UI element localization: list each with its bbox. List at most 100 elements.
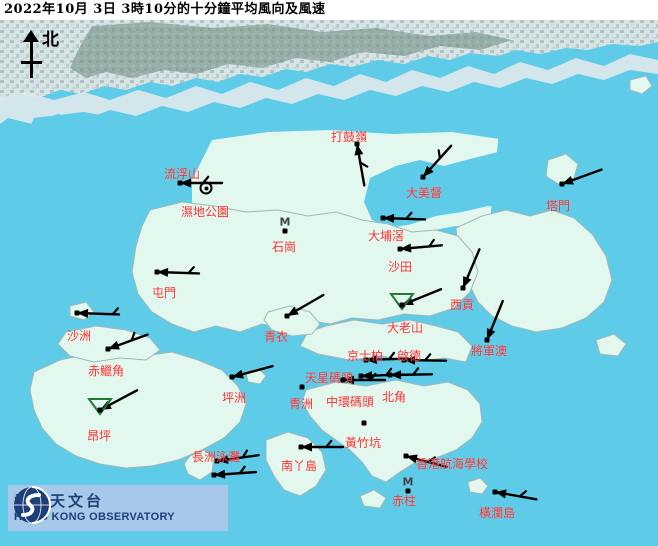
station-label: 流浮山 — [163, 167, 201, 181]
station-marker-calm[interactable] — [199, 181, 213, 195]
station-label: 橫瀾島 — [478, 506, 516, 520]
station-marker-missing[interactable]: M — [402, 475, 414, 489]
wind-barb-layer — [75, 142, 603, 501]
station-marker-missing[interactable]: M — [279, 215, 291, 229]
mainland-hills — [70, 22, 512, 78]
station-marker-dot[interactable] — [559, 181, 565, 187]
station-label: 昂坪 — [86, 429, 112, 443]
station-marker-dot[interactable] — [177, 180, 183, 186]
station-marker-dot[interactable] — [492, 489, 498, 495]
wind-barb — [560, 168, 603, 186]
islet-sha-chau — [69, 301, 95, 321]
station-label: 香港航海學校 — [415, 457, 489, 471]
station-label: 黃竹坑 — [344, 436, 382, 450]
station-marker-dot[interactable] — [420, 174, 426, 180]
wind-barb — [230, 364, 274, 379]
wind-barb — [299, 439, 345, 452]
deep-bay-water — [20, 112, 258, 212]
station-marker-dot[interactable] — [340, 377, 346, 383]
wind-barb — [341, 372, 387, 385]
station-label: 北角 — [381, 390, 407, 404]
north-arrow-stem — [30, 36, 33, 78]
station-label: 濕地公園 — [180, 205, 230, 219]
station-marker-dot[interactable] — [361, 420, 367, 426]
station-marker-dot[interactable] — [299, 384, 305, 390]
wind-barb — [364, 351, 410, 365]
station-marker-triangle — [87, 398, 113, 416]
north-arrow-cross — [21, 61, 42, 64]
station-label: 大美督 — [405, 186, 443, 200]
station-marker-dot — [405, 488, 411, 494]
new-territories-land — [131, 201, 479, 333]
station-label: 啟德 — [396, 349, 422, 363]
station-marker-dot[interactable] — [214, 458, 220, 464]
station-label: 塔門 — [545, 199, 571, 213]
map-canvas[interactable]: 北 打鼓嶺 流浮山 濕地公園 M 石崗 大美督 塔門 大埔滘 沙田 西貢 大老山 屯門 沙洲 赤鱲角 昂坪 青… — [0, 20, 658, 546]
wind-barb — [421, 144, 453, 179]
hko-logo-icon — [14, 486, 51, 524]
map-graphics — [0, 20, 658, 546]
station-marker-dot[interactable] — [105, 346, 111, 352]
cheung-chau-island — [183, 449, 215, 481]
kowloon-peninsula — [299, 319, 473, 363]
hko-logo-english: HONG KONG OBSERVATORY — [14, 510, 175, 523]
wind-barb — [75, 307, 121, 318]
wind-barb — [212, 465, 258, 479]
station-marker-dot[interactable] — [211, 472, 217, 478]
page-title: 2022年10月 3日 3時10分的十分鐘平均風向及風速 — [0, 0, 658, 20]
tap-mun-island — [545, 153, 579, 185]
station-marker-dot[interactable] — [399, 302, 405, 308]
shenzhen-coastal-urban — [0, 54, 658, 124]
wind-barb — [215, 449, 260, 464]
wind-barb — [493, 489, 538, 501]
wind-barb — [354, 142, 369, 187]
station-label: 將軍澳 — [470, 344, 508, 358]
wind-barb — [106, 331, 149, 351]
po-toi-islands — [359, 489, 387, 509]
station-label: 長洲泳灘 — [191, 450, 241, 464]
station-marker-dot[interactable] — [387, 372, 393, 378]
station-marker-triangle — [389, 293, 415, 311]
station-label: 坪洲 — [221, 391, 247, 405]
station-marker-dot[interactable] — [229, 374, 235, 380]
station-marker-dot[interactable] — [354, 141, 360, 147]
station-marker-dot — [282, 228, 288, 234]
station-label: 石崗 — [271, 240, 297, 254]
hong-kong-island — [301, 379, 483, 483]
station-marker-dot[interactable] — [401, 357, 407, 363]
wind-barb — [404, 454, 448, 469]
hko-logo: 香港天文台 HONG KONG OBSERVATORY — [8, 485, 228, 531]
station-label: 西貢 — [449, 298, 475, 312]
wind-barb — [461, 248, 481, 290]
waglan-island — [467, 477, 489, 495]
station-marker-dot[interactable] — [397, 246, 403, 252]
station-marker-dot[interactable] — [380, 215, 386, 221]
wind-barb — [155, 266, 201, 277]
tung-ping-chau — [629, 75, 653, 95]
station-label: 青洲 — [288, 397, 314, 411]
station-marker-dot[interactable] — [403, 453, 409, 459]
station-marker-dot[interactable] — [97, 407, 103, 413]
station-label: 沙田 — [387, 260, 413, 274]
station-label: 大老山 — [386, 321, 424, 335]
station-label: 打鼓嶺 — [330, 130, 368, 144]
station-marker-dot[interactable] — [363, 357, 369, 363]
station-marker-dot[interactable] — [460, 285, 466, 291]
station-marker-dot[interactable] — [154, 269, 160, 275]
wind-barb — [402, 353, 448, 365]
station-marker-dot[interactable] — [358, 373, 364, 379]
wind-barb — [485, 299, 504, 342]
station-label: 赤鱲角 — [87, 364, 125, 378]
station-marker-dot[interactable] — [484, 337, 490, 343]
station-label: 天星碼頭 — [304, 371, 354, 385]
wind-barb — [381, 211, 427, 223]
station-marker-dot[interactable] — [284, 313, 290, 319]
station-marker-dot[interactable] — [74, 310, 80, 316]
station-label: 中環碼頭 — [325, 395, 375, 409]
wind-barb — [388, 367, 434, 380]
tsing-yi-island — [263, 305, 321, 337]
station-marker-dot[interactable] — [298, 444, 304, 450]
station-label: 沙洲 — [66, 329, 92, 343]
north-label: 北 — [42, 30, 59, 50]
wind-barb — [285, 293, 325, 318]
